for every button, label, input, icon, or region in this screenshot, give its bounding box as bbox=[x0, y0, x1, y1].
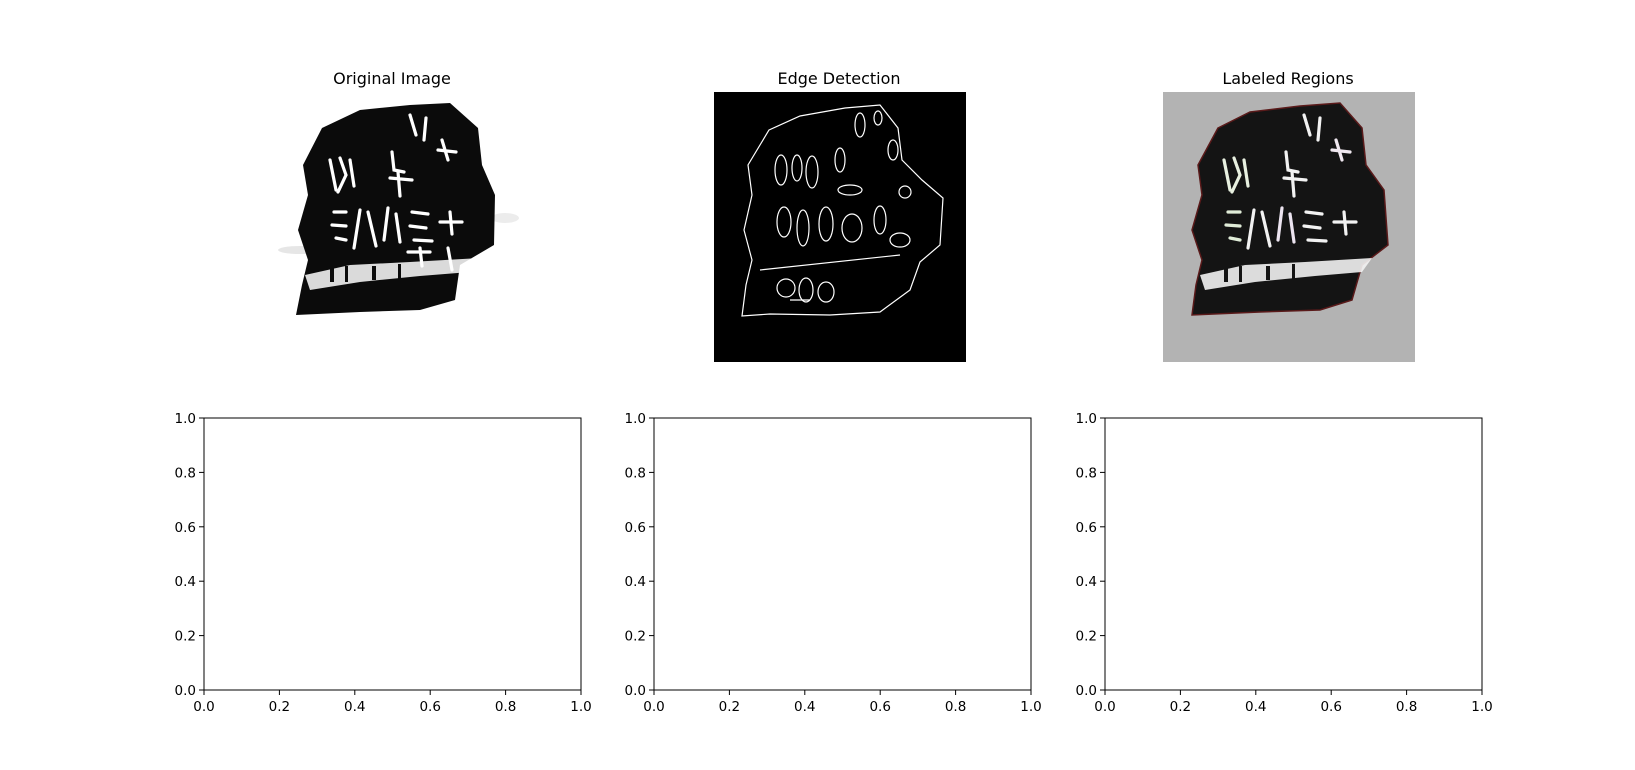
x-tick-label: 0.8 bbox=[1396, 699, 1417, 715]
x-tick-label: 0.0 bbox=[643, 699, 664, 715]
y-tick-label: 0.2 bbox=[625, 629, 646, 645]
x-tick-label: 0.6 bbox=[869, 699, 890, 715]
x-tick-label: 1.0 bbox=[1020, 699, 1041, 715]
band-texture bbox=[305, 258, 480, 290]
panel-original-image: Original Image bbox=[278, 69, 519, 315]
y-tick-label: 0.2 bbox=[1076, 629, 1097, 645]
axes-frame bbox=[203, 417, 582, 691]
x-tick-label: 1.0 bbox=[1471, 699, 1492, 715]
band-characters bbox=[330, 264, 401, 282]
x-tick-label: 0.2 bbox=[269, 699, 290, 715]
y-tick-label: 0.6 bbox=[175, 520, 196, 536]
title-original-image: Original Image bbox=[333, 69, 451, 88]
y-tick-label: 0.4 bbox=[175, 574, 196, 590]
labeled-band-characters bbox=[1224, 264, 1295, 282]
x-tick-label: 0.0 bbox=[1094, 699, 1115, 715]
empty-axes-2: 0.0 0.2 0.4 0.6 0.8 1.0 0.0 0.2 0.4 0.6 0.8 1.0 bbox=[625, 411, 1042, 715]
x-tick-label: 0.2 bbox=[1170, 699, 1191, 715]
labeled-image bbox=[1191, 102, 1389, 316]
x-tick-label: 0.2 bbox=[719, 699, 740, 715]
x-tick-label: 0.6 bbox=[419, 699, 440, 715]
x-tick-label: 0.4 bbox=[794, 699, 815, 715]
labeled-characters bbox=[1222, 113, 1358, 250]
y-tick-label: 0.0 bbox=[625, 683, 646, 699]
title-labeled-regions: Labeled Regions bbox=[1222, 69, 1353, 88]
y-tick-label: 1.0 bbox=[1076, 411, 1097, 427]
x-tick-label: 0.8 bbox=[495, 699, 516, 715]
edge-characters bbox=[759, 110, 912, 303]
title-edge-detection: Edge Detection bbox=[777, 69, 900, 88]
x-tick-label: 0.4 bbox=[344, 699, 365, 715]
empty-axes-3: 0.0 0.2 0.4 0.6 0.8 1.0 0.0 0.2 0.4 0.6 0.8 1.0 bbox=[1076, 411, 1493, 715]
smudge bbox=[491, 213, 519, 223]
edge-image-background bbox=[714, 92, 966, 362]
axes-frame bbox=[1104, 417, 1483, 691]
y-tick-label: 0.0 bbox=[1076, 683, 1097, 699]
x-tick-label: 1.0 bbox=[570, 699, 591, 715]
original-image bbox=[278, 103, 519, 315]
labeled-band bbox=[1200, 258, 1372, 290]
x-tick-label: 0.0 bbox=[193, 699, 214, 715]
edge-image bbox=[741, 104, 944, 317]
y-tick-label: 0.4 bbox=[1076, 574, 1097, 590]
y-tick-label: 0.4 bbox=[625, 574, 646, 590]
panel-labeled-regions: Labeled Regions bbox=[1163, 69, 1415, 362]
axes-frame bbox=[653, 417, 1032, 691]
x-tick-label: 0.4 bbox=[1245, 699, 1266, 715]
empty-axes-1: 0.0 0.2 0.4 0.6 0.8 1.0 0.0 0.2 0.4 0.6 0.8 1.0 bbox=[175, 411, 592, 715]
y-tick-label: 0.8 bbox=[175, 465, 196, 481]
y-tick-label: 0.0 bbox=[175, 683, 196, 699]
y-tick-label: 0.2 bbox=[175, 629, 196, 645]
inscription-characters bbox=[328, 113, 464, 272]
x-tick-label: 0.6 bbox=[1320, 699, 1341, 715]
y-tick-label: 0.8 bbox=[1076, 465, 1097, 481]
y-tick-label: 0.6 bbox=[625, 520, 646, 536]
y-tick-label: 1.0 bbox=[175, 411, 196, 427]
y-tick-label: 0.6 bbox=[1076, 520, 1097, 536]
x-tick-label: 0.8 bbox=[945, 699, 966, 715]
y-tick-label: 0.8 bbox=[625, 465, 646, 481]
edge-outline bbox=[741, 104, 944, 317]
y-tick-label: 1.0 bbox=[625, 411, 646, 427]
panel-edge-detection: Edge Detection bbox=[714, 69, 966, 362]
